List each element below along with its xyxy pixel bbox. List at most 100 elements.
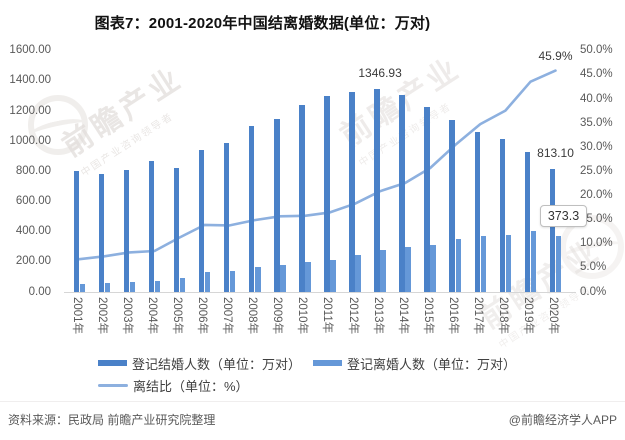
legend-label: 登记离婚人数（单位：万对）	[347, 356, 517, 372]
bar-marriage-2002年	[98, 173, 105, 292]
y-axis-left-tick-1400.00: 1400.00	[9, 74, 51, 87]
x-axis-label-2006年: 2006年	[196, 297, 209, 335]
x-axis-label-2016年: 2016年	[446, 297, 459, 335]
legend-swatch-line	[98, 383, 128, 387]
y-axis-right-tick-5.0%: 5.0%	[580, 261, 607, 274]
y-axis-left-tick-1600.00: 1600.00	[9, 44, 51, 57]
data-label-1346.93: 1346.93	[358, 65, 402, 80]
data-label-45.9%: 45.9%	[538, 48, 573, 63]
bar-marriage-2006年	[198, 149, 205, 292]
x-axis-label-2014年: 2014年	[396, 297, 409, 335]
x-axis-label-2003年: 2003年	[120, 297, 133, 335]
bar-marriage-2020年	[549, 169, 556, 292]
bar-marriage-2018年	[499, 139, 506, 292]
bar-divorce-2012年	[355, 255, 361, 292]
tooltip-2020-divorce: 373.3	[540, 205, 587, 227]
x-axis-line	[64, 291, 576, 293]
bar-divorce-2008年	[255, 267, 261, 292]
bar-divorce-2001年	[79, 283, 86, 292]
bar-divorce-2003年	[129, 281, 136, 292]
legend-label: 离结比（单位：%）	[133, 378, 249, 394]
x-axis-label-2001年: 2001年	[70, 297, 83, 335]
y-axis-left-tick-800.00: 800.00	[15, 164, 51, 177]
bar-marriage-2013年	[374, 88, 380, 292]
y-axis-left-tick-1200.00: 1200.00	[9, 104, 51, 117]
x-axis-label-2015年: 2015年	[421, 297, 434, 335]
bar-marriage-2014年	[399, 95, 405, 292]
y-axis-right-tick-35.0%: 35.0%	[580, 116, 613, 129]
y-axis-left-tick-600.00: 600.00	[15, 195, 51, 208]
bar-divorce-2002年	[104, 283, 111, 292]
bar-divorce-2019年	[530, 230, 537, 292]
bar-marriage-2009年	[274, 119, 280, 292]
bar-divorce-2018年	[505, 234, 512, 292]
x-axis-label-2011年: 2011年	[321, 297, 334, 334]
bar-marriage-2010年	[299, 104, 305, 292]
legend-item-marriage: 登记结婚人数（单位：万对）	[98, 355, 302, 372]
bar-divorce-2010年	[305, 262, 311, 292]
x-axis-label-2010年: 2010年	[296, 297, 309, 335]
y-axis-right-tick-0.0%: 0.0%	[580, 285, 607, 298]
bar-marriage-2011年	[324, 95, 330, 292]
bar-divorce-2017年	[480, 236, 487, 292]
bar-marriage-2001年	[73, 170, 79, 292]
y-axis-right-tick-15.0%: 15.0%	[580, 213, 613, 226]
y-axis-right-tick-25.0%: 25.0%	[580, 164, 613, 177]
x-axis-label-2013年: 2013年	[371, 297, 384, 335]
bar-divorce-2013年	[380, 249, 386, 292]
x-axis-label-2008年: 2008年	[246, 297, 259, 335]
legend-label: 登记结婚人数（单位：万对）	[132, 356, 302, 372]
y-axis-right-tick-50.0%: 50.0%	[580, 44, 613, 57]
bar-marriage-2003年	[123, 169, 130, 292]
y-axis-left-tick-200.00: 200.00	[15, 255, 51, 268]
y-axis-right-tick-45.0%: 45.0%	[580, 68, 613, 81]
bar-marriage-2005年	[173, 167, 180, 292]
y-axis-right-tick-20.0%: 20.0%	[580, 189, 613, 202]
x-axis-label-2012年: 2012年	[346, 297, 359, 335]
legend-swatch-bar	[313, 360, 342, 366]
y-axis-right-tick-30.0%: 30.0%	[580, 140, 613, 153]
bar-marriage-2016年	[449, 119, 455, 292]
bar-divorce-2016年	[455, 239, 462, 292]
x-axis-label-2020年: 2020年	[547, 297, 560, 335]
x-axis-label-2009年: 2009年	[271, 297, 284, 335]
bar-divorce-2020年	[555, 235, 562, 292]
data-label-813.10: 813.10	[537, 146, 574, 161]
bar-divorce-2004年	[154, 280, 161, 292]
bar-divorce-2005年	[179, 277, 186, 292]
y-axis-left-tick-1000.00: 1000.00	[9, 134, 51, 147]
bar-marriage-2012年	[349, 92, 355, 292]
bar-divorce-2014年	[405, 247, 411, 292]
x-axis-label-2018年: 2018年	[496, 297, 509, 335]
x-axis-label-2005年: 2005年	[171, 297, 184, 335]
footer-source: 资料来源：民政局 前瞻产业研究院整理	[8, 413, 216, 427]
y-axis-left-tick-0.00: 0.00	[28, 285, 51, 298]
x-axis-label-2019年: 2019年	[521, 297, 534, 335]
bar-divorce-2011年	[330, 259, 336, 292]
chart-title: 图表7：2001-2020年中国结离婚数据(单位：万对)	[94, 15, 431, 32]
x-axis-label-2004年: 2004年	[145, 297, 158, 335]
bar-marriage-2007年	[223, 142, 230, 292]
x-axis-label-2017年: 2017年	[471, 297, 484, 335]
bar-divorce-2009年	[280, 264, 286, 292]
x-axis-label-2002年: 2002年	[95, 297, 108, 335]
bar-divorce-2007年	[229, 271, 236, 292]
x-axis-label-2007年: 2007年	[221, 297, 234, 335]
footer-credit: @前瞻经济学人APP	[508, 413, 617, 427]
bar-marriage-2004年	[148, 161, 155, 292]
y-axis-right-tick-10.0%: 10.0%	[580, 237, 613, 250]
bar-marriage-2019年	[524, 152, 531, 292]
bar-marriage-2017年	[474, 131, 481, 292]
bar-divorce-2015年	[430, 244, 436, 292]
legend-swatch-bar	[98, 360, 127, 366]
bar-marriage-2015年	[424, 107, 430, 292]
footer-divider	[0, 401, 625, 402]
y-axis-left-tick-400.00: 400.00	[15, 225, 51, 238]
bar-marriage-2008年	[248, 126, 255, 292]
legend-item-divorce: 登记离婚人数（单位：万对）	[313, 355, 517, 372]
y-axis-right-tick-40.0%: 40.0%	[580, 92, 613, 105]
bar-divorce-2006年	[204, 272, 211, 292]
